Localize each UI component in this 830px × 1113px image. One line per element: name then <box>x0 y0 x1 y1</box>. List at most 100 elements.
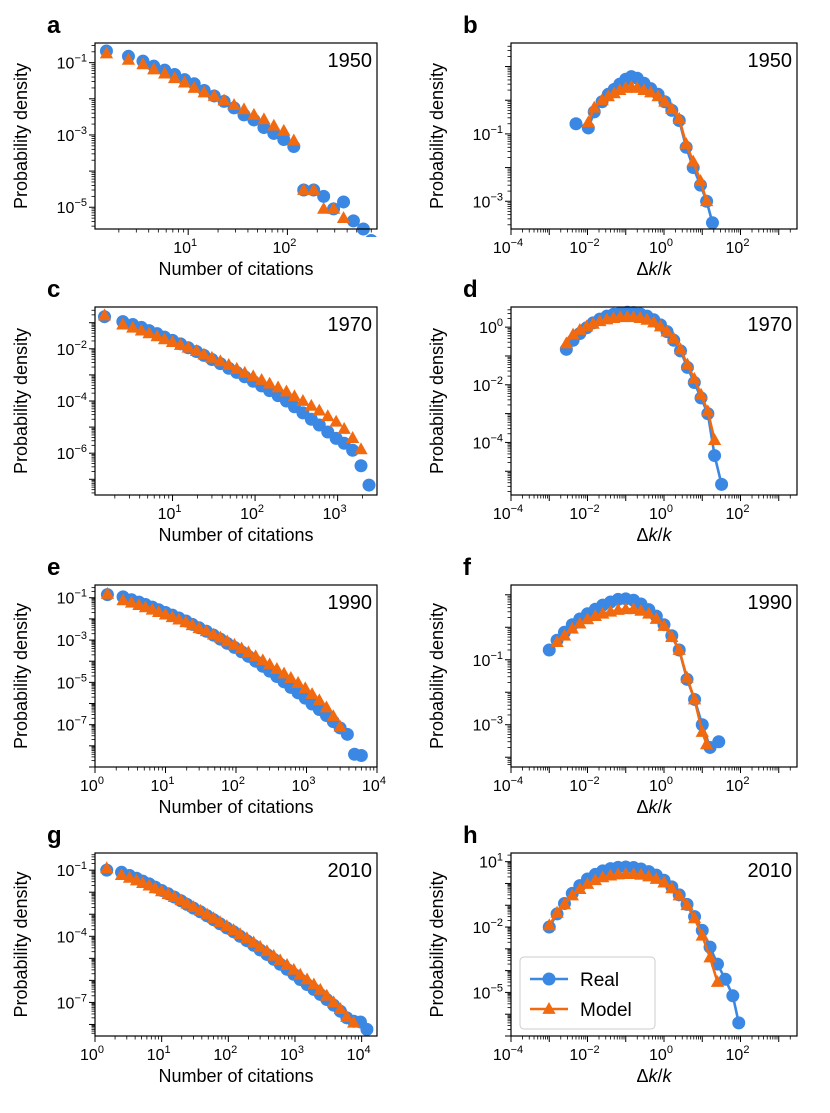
year-label: 2010 <box>328 860 373 882</box>
data-point-real <box>257 121 271 135</box>
data-point-model <box>687 692 702 705</box>
data-point-model <box>673 342 688 355</box>
series-real <box>542 592 726 754</box>
legend: Real Model <box>519 956 656 1030</box>
x-tick-label: 102 <box>272 237 296 257</box>
data-point-model <box>247 107 261 120</box>
data-point-model <box>565 621 579 634</box>
panel-h: 10−4 10−2 100 102 101 10−2 10−5 2010 h Δk/k Probab… <box>427 822 798 1086</box>
data-point-model <box>701 404 715 417</box>
x-tick-label: 102 <box>726 1044 750 1064</box>
data-point-model <box>293 967 307 980</box>
data-point-model <box>687 371 701 384</box>
series-real <box>100 588 368 762</box>
y-tick-label: 10−7 <box>57 715 87 735</box>
panel-letter: c <box>47 276 60 303</box>
panel-letter: e <box>47 554 60 581</box>
data-point-model <box>197 347 211 360</box>
data-point-model <box>680 898 694 911</box>
data-point-model <box>173 337 188 350</box>
data-point-model <box>305 687 319 699</box>
data-point-model <box>326 201 341 214</box>
data-point-model <box>226 923 241 936</box>
data-point-model <box>180 896 194 909</box>
x-axis-label: Δk/k <box>636 525 672 545</box>
data-point-model <box>134 323 149 336</box>
data-point-model <box>542 918 556 931</box>
axes-frame <box>510 852 798 1037</box>
data-point-model <box>238 365 252 378</box>
x-axis-label: Number of citations <box>158 525 313 545</box>
data-point-model <box>136 57 150 70</box>
legend-marker-real <box>542 972 556 986</box>
y-axis-label: Probability density <box>11 871 31 1017</box>
data-point-model <box>333 719 347 732</box>
y-axis-label: Probability density <box>427 328 447 474</box>
data-point-model <box>287 133 301 146</box>
data-point-real <box>705 216 719 230</box>
x-tick-label: 10−4 <box>493 503 523 523</box>
data-point-model <box>580 612 595 625</box>
data-point-model <box>280 957 294 970</box>
year-label: 2010 <box>748 860 793 882</box>
series-model <box>581 79 714 207</box>
data-point-model <box>121 52 136 65</box>
series-model <box>542 867 725 987</box>
data-point-model <box>297 182 311 195</box>
data-point-model <box>296 394 310 406</box>
data-point-model <box>246 369 260 382</box>
x-tick-label: 103 <box>323 503 347 523</box>
data-point-model <box>649 611 663 624</box>
data-point-real <box>360 1022 374 1036</box>
x-tick-label: 10−2 <box>569 1044 599 1064</box>
x-tick-label: 100 <box>80 1044 104 1064</box>
data-point-model <box>192 621 206 634</box>
data-point-model <box>197 85 211 98</box>
data-point-model <box>167 890 181 902</box>
data-point-model <box>271 380 285 393</box>
data-point-model <box>287 962 301 975</box>
series-real <box>99 44 377 237</box>
data-point-model <box>186 900 201 913</box>
data-point-model <box>206 911 221 924</box>
data-point-model <box>253 939 267 952</box>
y-tick-label: 10−1 <box>57 53 87 73</box>
x-tick-label: 102 <box>726 775 750 795</box>
x-tick-label: 102 <box>213 1044 237 1064</box>
series-model <box>550 602 714 750</box>
data-point-model <box>634 603 648 616</box>
data-point-model <box>587 100 601 113</box>
data-point-model <box>326 995 341 1008</box>
data-point-model <box>326 709 340 722</box>
y-axis-label: Probability density <box>427 603 447 749</box>
data-point-model <box>213 915 227 928</box>
data-point-model <box>181 340 195 353</box>
data-point-model <box>99 46 114 59</box>
data-point-model <box>557 628 572 641</box>
data-point-model <box>687 911 702 924</box>
data-point-model <box>354 442 368 455</box>
data-point-model <box>200 907 214 920</box>
series-model <box>97 308 368 455</box>
y-tick-label: 101 <box>479 852 503 872</box>
y-tick-label: 10−4 <box>473 432 503 452</box>
data-point-real <box>365 234 377 237</box>
y-tick-label: 10−5 <box>473 982 503 1002</box>
data-point-model <box>626 602 641 615</box>
data-point-real <box>277 132 291 146</box>
y-tick-label: 10−1 <box>57 860 87 880</box>
data-point-real <box>354 748 368 762</box>
data-point-model <box>267 118 281 131</box>
data-point-model <box>566 327 580 340</box>
data-point-model <box>165 335 180 348</box>
legend-label-real: Real <box>580 970 619 991</box>
x-tick-label: 102 <box>726 503 750 523</box>
data-point-real <box>346 214 360 228</box>
data-point-model <box>147 62 161 75</box>
data-layer <box>100 861 374 1036</box>
data-point-model <box>313 982 327 995</box>
data-point-model <box>220 634 234 647</box>
data-point-model <box>644 85 658 98</box>
data-point-model <box>337 421 351 434</box>
data-point-model <box>345 431 360 443</box>
